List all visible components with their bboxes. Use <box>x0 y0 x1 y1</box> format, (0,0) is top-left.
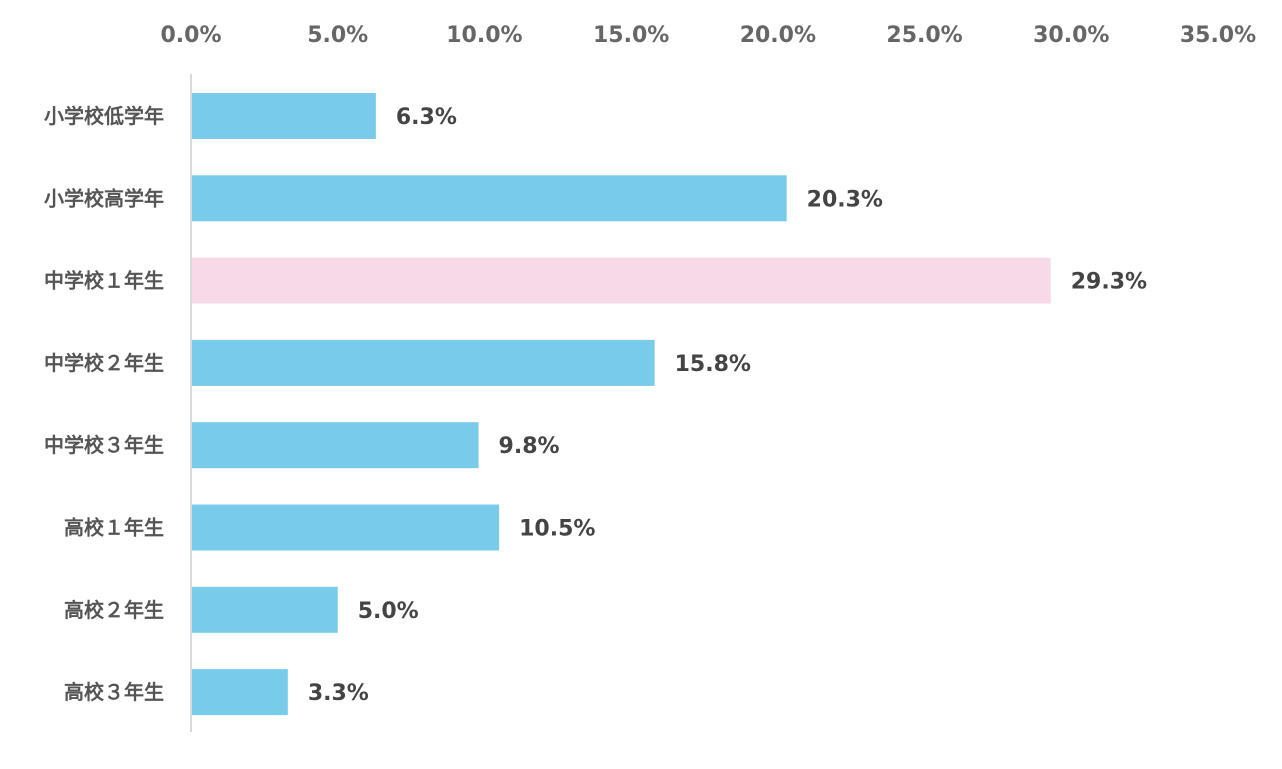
bar <box>192 669 288 716</box>
x-tick-label: 25.0% <box>886 23 962 48</box>
bar-value-label: 5.0% <box>358 599 419 624</box>
value-labels: 6.3% 20.3% 29.3% 15.8% 9.8% 10.5% 5.0% 3.3% <box>308 105 1147 706</box>
category-labels: 小学校低学年小学校高学年中学校１年生中学校２年生中学校３年生高校１年生高校２年生… <box>44 104 164 704</box>
category-label: 中学校３年生 <box>44 433 164 457</box>
bar <box>192 339 655 386</box>
category-label: 高校３年生 <box>64 680 164 704</box>
bar-value-label: 29.3% <box>1071 270 1147 295</box>
x-tick-label: 0.0% <box>160 23 221 48</box>
x-tick-label: 35.0% <box>1180 23 1256 48</box>
bar <box>192 175 787 222</box>
x-tick-label: 20.0% <box>740 23 816 48</box>
bar <box>192 504 500 551</box>
bar <box>192 422 479 469</box>
bars <box>192 93 1051 716</box>
bar-value-label: 10.5% <box>519 517 595 542</box>
x-axis-ticks: 0.0% 5.0% 10.0% 15.0% 20.0% 25.0% 30.0% 35.0% <box>160 23 1256 48</box>
category-label: 小学校高学年 <box>44 186 164 210</box>
x-tick-label: 15.0% <box>593 23 669 48</box>
bar <box>192 257 1051 304</box>
category-label: 小学校低学年 <box>44 104 164 128</box>
x-tick-label: 5.0% <box>307 23 368 48</box>
bar-value-label: 3.3% <box>308 681 369 706</box>
bar <box>192 586 338 633</box>
bar-value-label: 9.8% <box>499 434 560 459</box>
category-label: 中学校２年生 <box>44 351 164 375</box>
category-label: 中学校１年生 <box>44 269 164 293</box>
category-label: 高校２年生 <box>64 598 164 622</box>
bar-value-label: 15.8% <box>675 352 751 377</box>
category-label: 高校１年生 <box>64 516 164 540</box>
x-tick-label: 30.0% <box>1033 23 1109 48</box>
bar-value-label: 20.3% <box>807 187 883 212</box>
x-tick-label: 10.0% <box>446 23 522 48</box>
bar-value-label: 6.3% <box>396 105 457 130</box>
bar <box>192 93 376 139</box>
